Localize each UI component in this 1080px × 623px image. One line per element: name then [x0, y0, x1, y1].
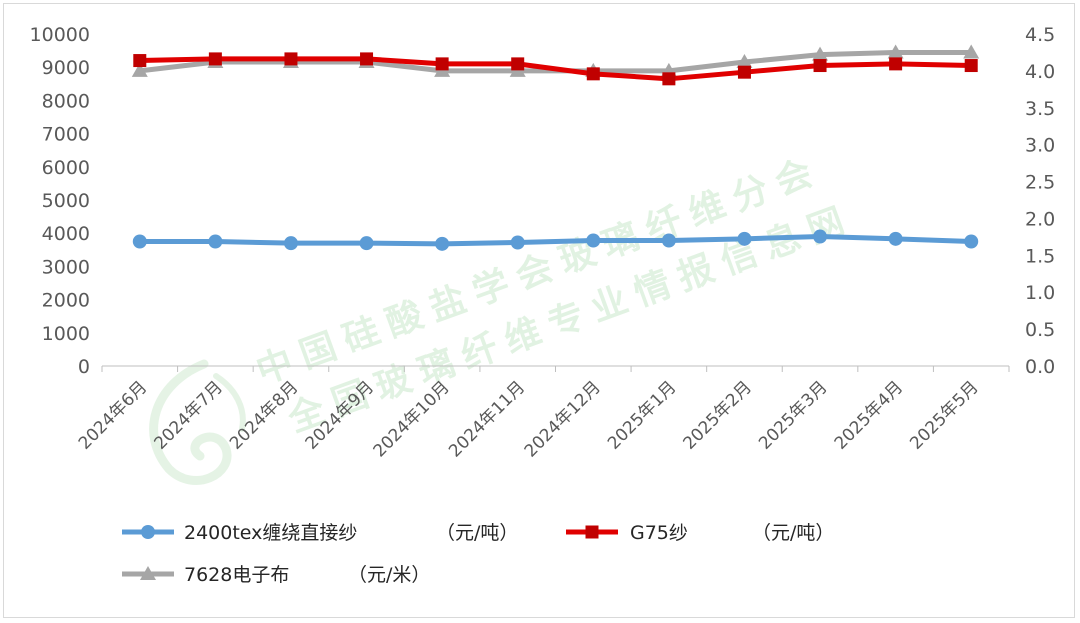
legend-unit: （元/吨）: [752, 522, 834, 544]
data-point-2-10: [887, 44, 904, 59]
y-right-tick-label: 3.5: [1025, 98, 1055, 120]
y-right-tick-label: 4.0: [1025, 61, 1055, 83]
data-point-1-7: [662, 72, 676, 86]
data-point-2-11: [963, 44, 980, 59]
x-tick-label: 2024年11月: [445, 377, 529, 461]
legend-swatch-marker: [141, 525, 155, 539]
series-line-1: [137, 56, 974, 82]
legend-item-1: G75纱 （元/吨）: [566, 522, 834, 544]
data-point-1-0: [133, 54, 147, 68]
y-right-tick-label: 1.0: [1025, 282, 1055, 304]
data-point-0-9: [813, 229, 828, 244]
data-point-1-1: [208, 52, 222, 66]
data-point-2-9: [812, 46, 829, 61]
data-point-1-2: [284, 52, 298, 66]
legend-swatch-marker: [140, 566, 156, 580]
data-point-0-5: [510, 235, 525, 250]
data-point-1-9: [813, 59, 827, 73]
data-point-1-6: [586, 67, 600, 81]
data-point-2-0: [131, 62, 148, 77]
y-left-tick-label: 6000: [42, 157, 90, 179]
data-point-0-2: [283, 236, 298, 251]
data-point-1-4: [435, 57, 449, 71]
y-left-tick-label: 10000: [30, 24, 90, 46]
series-line-0: [137, 234, 974, 247]
legend-item-2: 7628电子布 （元/米）: [122, 564, 430, 586]
y-left-tick-label: 0: [78, 356, 90, 378]
data-point-1-5: [511, 57, 525, 71]
y-left-tick-label: 7000: [42, 124, 90, 146]
y-right-tick-label: 1.5: [1025, 245, 1055, 267]
y-left-tick-label: 1000: [42, 323, 90, 345]
y-right-tick-label: 2.5: [1025, 172, 1055, 194]
x-tick-label: 2025年1月: [604, 377, 680, 453]
y-right-tick-label: 4.5: [1025, 24, 1055, 46]
series-0: [132, 229, 979, 251]
data-point-2-8: [736, 54, 753, 69]
legend-unit: （元/米）: [348, 564, 430, 586]
legend-label: G75纱: [630, 522, 688, 544]
x-tick-label: 2024年6月: [75, 377, 151, 453]
x-tick-label: 2025年5月: [906, 377, 982, 453]
chart-frame: 中国硅酸盐学会玻璃纤维分会 全国玻璃纤维专业情报信息网 0 1000 2000 300…: [3, 3, 1075, 618]
legend: 2400tex缠绕直接纱 （元/吨） G75纱 （元/吨） 7628电子布 （元/米）: [122, 522, 834, 586]
x-tick-label: 2025年4月: [831, 377, 907, 453]
y-left-tick-label: 3000: [42, 256, 90, 278]
y-right-tick-label: 0.0: [1025, 356, 1055, 378]
y-right-tick-label: 3.0: [1025, 135, 1055, 157]
data-point-1-10: [889, 57, 903, 71]
data-point-0-4: [435, 236, 450, 251]
y-left-tick-label: 2000: [42, 290, 90, 312]
data-point-0-11: [964, 234, 979, 249]
watermark-logo-icon: [149, 359, 246, 485]
line-chart: 中国硅酸盐学会玻璃纤维分会 全国玻璃纤维专业情报信息网 010002000300…: [30, 24, 1056, 586]
x-tick-label: 2025年2月: [680, 377, 756, 453]
y-left-tick-label: 9000: [42, 57, 90, 79]
data-point-1-3: [360, 52, 374, 66]
data-point-1-11: [964, 59, 978, 73]
data-point-0-10: [888, 231, 903, 246]
legend-label: 7628电子布: [184, 564, 289, 586]
data-point-0-3: [359, 236, 374, 251]
y-left-tick-label: 5000: [42, 190, 90, 212]
y-left-tick-label: 4000: [42, 223, 90, 245]
data-point-0-7: [661, 233, 676, 248]
data-point-0-8: [737, 231, 752, 246]
x-tick-label: 2024年12月: [521, 377, 605, 461]
legend-label: 2400tex缠绕直接纱: [184, 522, 357, 544]
data-point-0-6: [586, 233, 601, 248]
y-left-tick-label: 8000: [42, 90, 90, 112]
legend-unit: （元/吨）: [436, 522, 518, 544]
legend-item-0: 2400tex缠绕直接纱 （元/吨）: [122, 522, 518, 544]
data-point-0-0: [132, 234, 147, 249]
y-right-tick-label: 0.5: [1025, 319, 1055, 341]
series-layer: [131, 44, 980, 251]
y-right-tick-label: 2.0: [1025, 208, 1055, 230]
series-1: [133, 52, 978, 86]
data-point-0-1: [208, 234, 223, 249]
data-point-1-8: [737, 65, 751, 79]
x-tick-label: 2025年3月: [755, 377, 831, 453]
legend-swatch-marker: [585, 525, 599, 539]
